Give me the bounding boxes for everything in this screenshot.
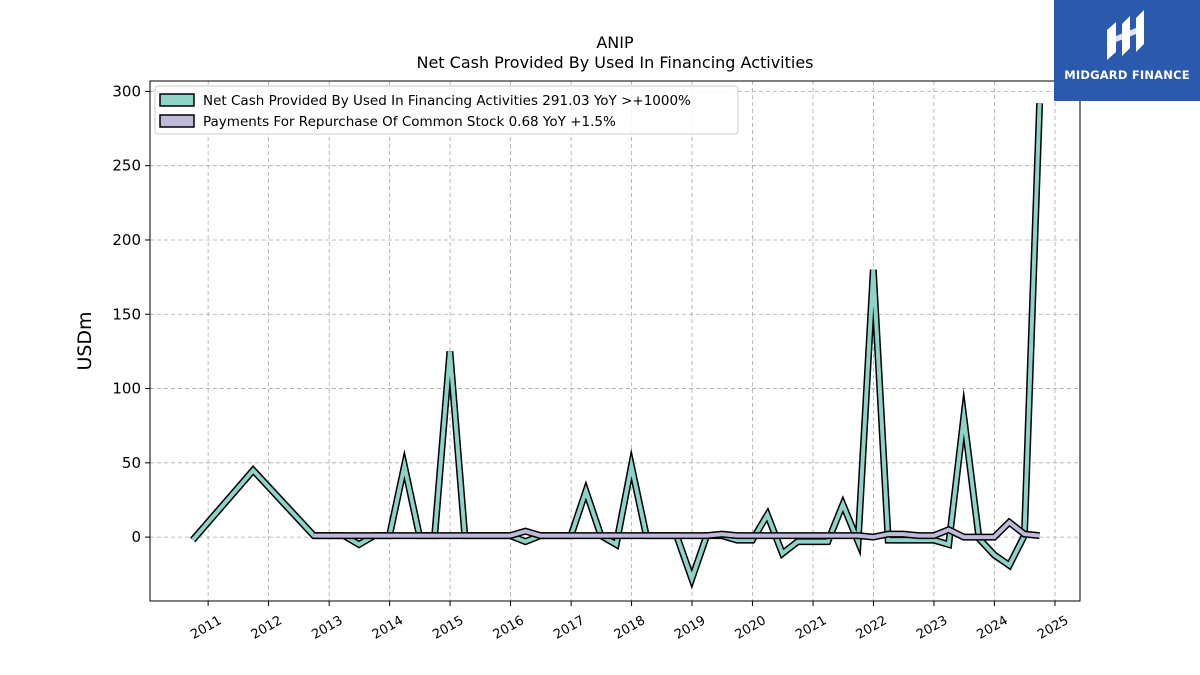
y-tick-label: 150 bbox=[112, 305, 141, 323]
x-tick-label: 2016 bbox=[491, 613, 527, 643]
y-axis-label: USDm bbox=[74, 311, 96, 370]
x-tick-label: 2025 bbox=[1035, 613, 1071, 643]
series-line-repurchase bbox=[313, 519, 1040, 540]
legend-swatch-repurchase bbox=[159, 114, 195, 128]
series-line-financing-outline bbox=[190, 103, 1044, 590]
legend: Net Cash Provided By Used In Financing A… bbox=[154, 85, 739, 135]
x-tick-label: 2012 bbox=[249, 613, 285, 643]
chart-title: ANIP bbox=[596, 33, 634, 52]
x-tick-label: 2013 bbox=[309, 613, 345, 643]
y-tick-label: 250 bbox=[112, 157, 141, 175]
y-tick-label: 200 bbox=[112, 231, 141, 249]
x-tick-label: 2021 bbox=[793, 613, 829, 643]
x-axis: 2011 2012 2013 2014 2015 2016 2017 2018 2019 2020… bbox=[188, 601, 1071, 643]
legend-swatch-financing bbox=[159, 93, 195, 107]
brand-name: MIDGARD FINANCE bbox=[1064, 68, 1190, 82]
x-tick-label: 2019 bbox=[672, 613, 708, 643]
x-tick-label: 2018 bbox=[612, 613, 648, 643]
grid bbox=[150, 81, 1080, 601]
x-tick-label: 2023 bbox=[914, 613, 950, 643]
x-tick-label: 2024 bbox=[975, 613, 1011, 643]
brand-logo: MIDGARD FINANCE bbox=[1054, 0, 1200, 101]
series-line-financing bbox=[191, 103, 1042, 585]
midgard-logo-icon bbox=[1107, 10, 1144, 60]
plot-lines bbox=[190, 103, 1044, 590]
legend-box bbox=[154, 85, 739, 135]
legend-label-repurchase: Payments For Repurchase Of Common Stock … bbox=[203, 114, 616, 130]
y-tick-label: 50 bbox=[122, 454, 141, 472]
plot-frame bbox=[149, 80, 1081, 602]
legend-label-financing: Net Cash Provided By Used In Financing A… bbox=[203, 93, 691, 109]
y-tick-label: 0 bbox=[131, 528, 141, 546]
x-tick-label: 2020 bbox=[733, 613, 769, 643]
y-tick-label: 100 bbox=[112, 380, 141, 398]
x-tick-label: 2015 bbox=[430, 613, 466, 643]
x-tick-label: 2017 bbox=[551, 613, 587, 643]
x-tick-label: 2011 bbox=[188, 613, 224, 643]
y-axis: 0 50 100 150 200 250 300 bbox=[112, 82, 150, 546]
x-tick-label: 2014 bbox=[370, 613, 406, 643]
y-tick-label: 300 bbox=[112, 82, 141, 100]
chart-subtitle: Net Cash Provided By Used In Financing A… bbox=[416, 53, 813, 72]
x-tick-label: 2022 bbox=[854, 613, 890, 643]
